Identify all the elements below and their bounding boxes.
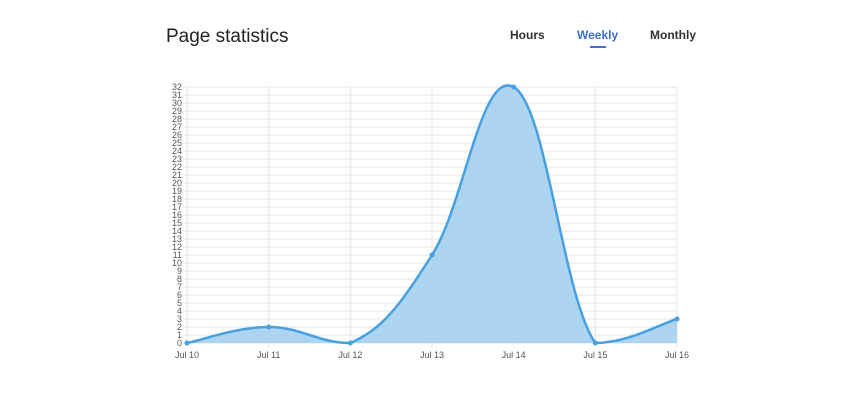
y-tick-label: 3 [177, 314, 182, 324]
y-tick-label: 6 [177, 290, 182, 300]
y-tick-label: 20 [172, 178, 182, 188]
page-title: Page statistics [166, 26, 289, 47]
x-tick-label: Jul 12 [338, 350, 362, 360]
x-tick-label: Jul 13 [420, 350, 444, 360]
y-tick-label: 22 [172, 162, 182, 172]
y-tick-label: 28 [172, 114, 182, 124]
series-line [186, 84, 678, 345]
y-tick-label: 15 [172, 218, 182, 228]
y-tick-label: 26 [172, 130, 182, 140]
y-tick-label: 2 [177, 322, 182, 332]
data-point [184, 340, 190, 346]
y-tick-label: 23 [172, 154, 182, 164]
y-tick-label: 29 [172, 106, 182, 116]
y-tick-label: 19 [172, 186, 182, 196]
y-tick-label: 30 [172, 98, 182, 108]
y-tick-label: 0 [177, 338, 182, 348]
y-tick-label: 16 [172, 210, 182, 220]
period-tabs: Hours Weekly Monthly [0, 28, 850, 58]
y-tick-label: 25 [172, 138, 182, 148]
y-tick-label: 7 [177, 282, 182, 292]
data-point [674, 316, 680, 322]
y-tick-label: 4 [177, 306, 182, 316]
data-point [429, 252, 435, 258]
tab-hours[interactable]: Hours [510, 28, 545, 42]
y-tick-label: 27 [172, 122, 182, 132]
x-tick-label: Jul 11 [257, 350, 280, 360]
x-tick-label: Jul 14 [502, 350, 526, 360]
y-tick-label: 13 [172, 234, 182, 244]
y-tick-label: 17 [172, 202, 182, 212]
y-tick-label: 31 [172, 90, 182, 100]
x-tick-label: Jul 10 [175, 350, 199, 360]
tab-weekly[interactable]: Weekly [577, 28, 619, 48]
y-tick-label: 14 [172, 226, 182, 236]
x-tick-label: Jul 15 [583, 350, 607, 360]
x-tick-label: Jul 16 [665, 350, 689, 360]
y-tick-label: 32 [172, 82, 182, 92]
y-tick-label: 5 [177, 298, 182, 308]
tab-monthly[interactable]: Monthly [650, 28, 696, 42]
y-tick-label: 8 [177, 274, 182, 284]
y-tick-label: 21 [172, 170, 182, 180]
area-fill [187, 85, 677, 343]
data-point [266, 324, 272, 330]
y-tick-label: 18 [172, 194, 182, 204]
y-tick-label: 1 [177, 330, 182, 340]
y-tick-label: 12 [172, 242, 182, 252]
y-tick-label: 11 [173, 250, 182, 260]
data-point [347, 340, 353, 346]
y-tick-label: 10 [172, 258, 182, 268]
data-point [592, 340, 598, 346]
y-tick-label: 24 [172, 146, 182, 156]
y-tick-label: 9 [177, 266, 182, 276]
data-point [511, 84, 517, 90]
